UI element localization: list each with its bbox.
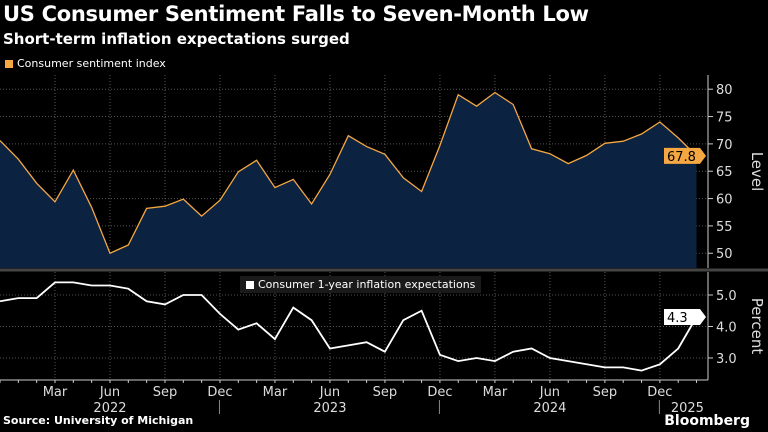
- y-axis-title: Percent: [748, 298, 766, 355]
- x-tick-label: Jun: [539, 385, 560, 400]
- x-year-label: 2022: [93, 401, 126, 416]
- last-value-badge: [664, 147, 706, 164]
- legend-inflation: Consumer 1-year inflation expectations: [240, 276, 482, 293]
- y-tick-label: 50: [716, 247, 733, 262]
- y-tick-label: 80: [716, 83, 733, 98]
- last-value-label: 67.8: [667, 150, 696, 165]
- y-tick-label: 65: [716, 165, 733, 180]
- bloomberg-logo: Bloomberg: [664, 413, 750, 429]
- x-tick-label: Mar: [263, 385, 288, 400]
- x-tick-label: Jun: [319, 385, 340, 400]
- x-tick-label: Dec: [207, 385, 232, 400]
- x-year-label: 2025: [671, 401, 704, 416]
- y-tick-label: 55: [716, 220, 733, 235]
- y-tick-label: 70: [716, 138, 733, 153]
- x-tick-label: Sep: [373, 385, 398, 400]
- sentiment-area: [0, 92, 697, 268]
- legend-label: Consumer sentiment index: [17, 57, 166, 70]
- x-tick-label: Mar: [43, 385, 68, 400]
- inflation-line: [0, 281, 698, 372]
- x-tick-label: Dec: [647, 385, 672, 400]
- y-axis-title: Level: [748, 152, 766, 192]
- y-tick-label: 3.0: [716, 352, 737, 367]
- x-tick-label: Sep: [153, 385, 178, 400]
- x-tick-label: Mar: [483, 385, 508, 400]
- x-tick-label: Dec: [427, 385, 452, 400]
- x-tick-label: Jun: [99, 385, 120, 400]
- x-year-label: 2023: [313, 401, 346, 416]
- x-year-label: 2024: [533, 401, 566, 416]
- y-tick-label: 4.0: [716, 320, 737, 335]
- y-tick-label: 5.0: [716, 289, 737, 304]
- chart-title: US Consumer Sentiment Falls to Seven-Mon…: [3, 2, 589, 26]
- x-tick-label: Sep: [593, 385, 618, 400]
- legend-sentiment: Consumer sentiment index: [5, 57, 166, 70]
- sentiment-line: [0, 91, 697, 255]
- source-note: Source: University of Michigan: [3, 414, 194, 427]
- chart-subtitle: Short-term inflation expectations surged: [3, 30, 350, 48]
- y-tick-label: 75: [716, 111, 733, 126]
- legend-swatch: [246, 280, 254, 289]
- last-value-badge: [664, 309, 706, 326]
- y-tick-label: 60: [716, 193, 733, 208]
- legend-swatch: [5, 59, 13, 68]
- last-value-label: 4.3: [667, 311, 688, 326]
- legend-label: Consumer 1-year inflation expectations: [258, 278, 476, 291]
